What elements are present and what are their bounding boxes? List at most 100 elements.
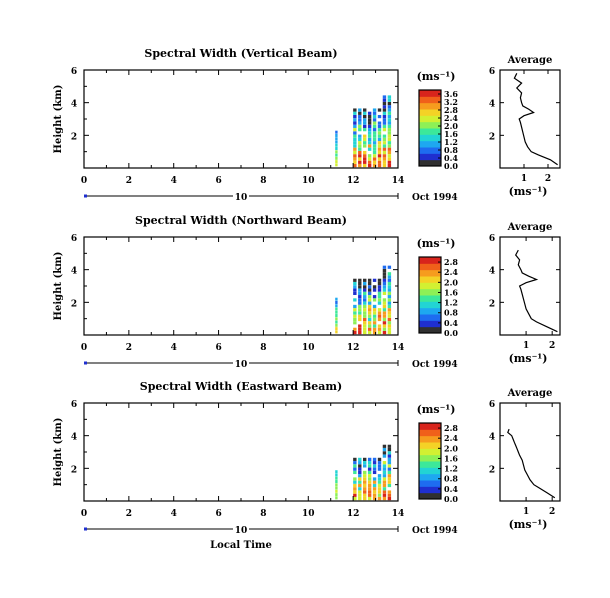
heatmap-cell xyxy=(372,150,377,155)
average-y-tick-label: 2 xyxy=(489,132,495,142)
heatmap-cell xyxy=(387,134,392,138)
heatmap-cell xyxy=(363,163,367,168)
heatmap-cell xyxy=(335,470,338,474)
x-tick-label: 0 xyxy=(81,176,87,186)
heatmap-cell xyxy=(353,285,357,289)
heatmap-cell xyxy=(372,121,377,125)
heatmap-cell xyxy=(377,288,382,292)
x-tick-label: 12 xyxy=(347,343,360,353)
heatmap-cell xyxy=(363,304,367,309)
heatmap-cell xyxy=(387,121,392,125)
heatmap-cell xyxy=(372,285,377,289)
heatmap-cell xyxy=(382,95,387,99)
heatmap-cell xyxy=(377,461,382,465)
heatmap-cell xyxy=(335,320,338,324)
heatmap-cell xyxy=(335,163,338,167)
heatmap-cell xyxy=(363,477,367,481)
heatmap-cell xyxy=(358,304,362,309)
heatmap-cell xyxy=(387,451,392,455)
heatmap-cell xyxy=(382,137,387,142)
heatmap-cell xyxy=(367,308,372,312)
heatmap-cell xyxy=(387,321,392,325)
heatmap-cell xyxy=(377,308,382,312)
heatmap-cell xyxy=(358,480,362,484)
heatmap-cell xyxy=(372,477,377,481)
heatmap-cell xyxy=(387,461,392,465)
x-tick-label: 6 xyxy=(215,176,221,186)
heatmap-cell xyxy=(353,480,357,484)
colorbar-tick-label: 0.4 xyxy=(444,318,458,328)
heatmap-cell xyxy=(387,444,392,448)
average-title: Average xyxy=(507,222,553,233)
heatmap-cell xyxy=(358,111,362,115)
heatmap-cell xyxy=(382,474,387,478)
average-frame xyxy=(499,69,561,169)
heatmap-cell xyxy=(363,114,367,119)
heatmap-cell xyxy=(377,327,382,331)
heatmap-cell xyxy=(387,330,392,335)
heatmap-cell xyxy=(358,298,362,302)
heatmap-cell xyxy=(335,140,338,144)
average-y-tick-label: 4 xyxy=(489,433,495,443)
heatmap-cell xyxy=(382,114,387,119)
colorbar-swatch xyxy=(419,288,441,296)
heatmap-cell xyxy=(358,137,362,142)
heatmap-cell xyxy=(382,147,387,151)
colorbar-swatch xyxy=(419,480,441,487)
heatmap-cell xyxy=(363,474,367,478)
heatmap-cell xyxy=(372,314,377,318)
heatmap-cell xyxy=(372,154,377,158)
colorbar-tick-label: 0.0 xyxy=(444,161,458,171)
heatmap-cell xyxy=(367,474,372,478)
average-y-tick-label: 6 xyxy=(489,234,495,244)
heatmap-cell xyxy=(353,131,357,135)
heatmap-cell xyxy=(387,304,392,309)
x-tick-label: 14 xyxy=(392,176,405,186)
heatmap-cell xyxy=(377,121,382,125)
plot-frame xyxy=(83,69,399,169)
heatmap-cell xyxy=(335,143,338,147)
heatmap-cell xyxy=(353,278,357,282)
heatmap-cell xyxy=(387,114,392,119)
x-tick-label: 2 xyxy=(126,343,132,353)
day-label: 10 xyxy=(235,526,248,536)
heatmap-cell xyxy=(372,111,377,115)
heatmap-cell xyxy=(387,477,392,481)
colorbar-tick-label: 0.8 xyxy=(444,145,458,155)
average-x-tick-label: 1 xyxy=(523,341,529,351)
heatmap-cell xyxy=(363,157,367,161)
heatmap-cell xyxy=(353,108,357,112)
heatmap-cell xyxy=(335,137,338,141)
average-y-tick-label: 4 xyxy=(489,267,495,277)
colorbar-swatch xyxy=(419,140,441,148)
heatmap-cell xyxy=(367,285,372,289)
heatmap-cell xyxy=(377,483,382,488)
heatmap-cell xyxy=(387,265,392,269)
heatmap-cell xyxy=(335,473,338,477)
average-profile-line xyxy=(507,428,556,499)
heatmap-cell xyxy=(358,147,362,151)
colorbar-swatch xyxy=(419,435,441,443)
heatmap-cell xyxy=(382,496,387,501)
heatmap-cell xyxy=(363,298,367,302)
heatmap-cell xyxy=(358,288,362,292)
heatmap-cell xyxy=(372,108,377,112)
heatmap-cell xyxy=(335,160,338,164)
heatmap-cell xyxy=(335,307,338,311)
heatmap-cell xyxy=(382,324,387,328)
heatmap-cell xyxy=(372,144,377,148)
heatmap-cell xyxy=(335,297,338,301)
heatmap-cell xyxy=(353,124,357,128)
average-profile-line xyxy=(513,73,558,166)
colorbar-swatch xyxy=(419,159,441,167)
heatmap-cell xyxy=(363,308,367,312)
colorbar-swatch xyxy=(419,307,441,315)
heatmap-cell xyxy=(367,321,372,325)
heatmap-cell xyxy=(358,150,362,155)
colorbar-swatch xyxy=(419,90,441,97)
y-tick-label: 2 xyxy=(71,465,77,475)
average-y-tick-label: 2 xyxy=(489,299,495,309)
heatmap-cell xyxy=(387,141,392,145)
heatmap-cell xyxy=(363,317,367,322)
heatmap-cell xyxy=(367,288,372,292)
